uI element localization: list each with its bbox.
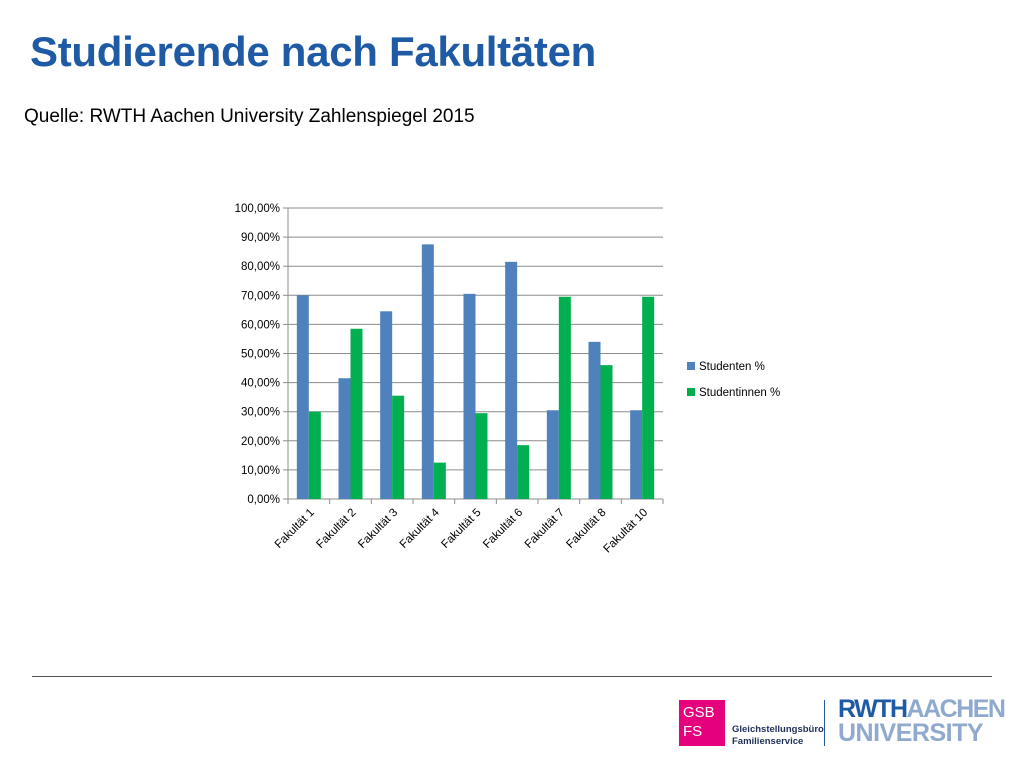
x-tick-label: Fakultät 4 [398, 506, 443, 551]
bar-studenten [380, 311, 393, 499]
source-note: Quelle: RWTH Aachen University Zahlenspi… [24, 106, 475, 127]
x-tick-label: Fakultät 5 [439, 507, 483, 551]
gsb-name-line2: Familienservice [732, 736, 804, 747]
gsb-logo-line2: FS [683, 723, 703, 740]
bar-studenten [505, 261, 518, 499]
gsb-logo-line1: GSB [683, 704, 715, 721]
x-tick-label: Fakultät 2 [314, 507, 358, 551]
bar-studenten [630, 410, 643, 499]
x-tick-label: Fakultät 10 [602, 507, 651, 556]
logo-divider [824, 700, 825, 746]
x-tick-label: Fakultät 8 [564, 507, 608, 551]
bar-studentinnen [433, 462, 446, 499]
y-tick-label: 60,00% [241, 319, 280, 331]
x-tick-label: Fakultät 3 [356, 507, 400, 551]
x-tick-label: Fakultät 1 [273, 507, 317, 551]
gsb-logo: GSB FS [679, 700, 725, 746]
x-tick-label: Fakultät 6 [481, 507, 525, 551]
y-tick-label: 50,00% [241, 349, 280, 361]
legend-label: Studentinnen % [699, 387, 780, 399]
y-tick-label: 80,00% [241, 261, 280, 273]
legend-label: Studenten % [699, 361, 765, 373]
bar-studenten [338, 378, 351, 499]
y-tick-label: 70,00% [241, 290, 280, 302]
y-tick-label: 90,00% [241, 232, 280, 244]
bar-studentinnen [600, 365, 613, 499]
rwth-logo-light: AACHEN [906, 695, 1006, 723]
bar-studenten [546, 410, 559, 499]
y-tick-label: 40,00% [241, 378, 280, 390]
legend-swatch [687, 362, 695, 370]
rwth-logo: RWTHAACHEN UNIVERSITY [838, 695, 1014, 747]
y-tick-label: 100,00% [235, 203, 280, 215]
y-tick-label: 20,00% [241, 436, 280, 448]
rwth-logo-bold: RWTH [838, 695, 908, 723]
bar-studentinnen [392, 395, 405, 499]
bar-studentinnen [642, 296, 655, 499]
bar-studenten [588, 341, 601, 499]
bar-studentinnen [350, 328, 363, 499]
bar-studentinnen [517, 445, 530, 499]
gsb-name: Gleichstellungsbüro Familienservice [732, 724, 824, 748]
legend-swatch [687, 388, 695, 396]
gsb-name-line1: Gleichstellungsbüro [732, 724, 824, 735]
y-tick-label: 10,00% [241, 465, 280, 477]
bar-studenten [296, 295, 309, 499]
x-tick-label: Fakultät 7 [523, 507, 567, 551]
bar-studenten [463, 293, 476, 499]
bar-studenten [421, 244, 434, 499]
bar-studentinnen [308, 411, 321, 499]
y-tick-label: 0,00% [247, 494, 280, 506]
bar-studentinnen [475, 413, 488, 499]
bar-studentinnen [558, 296, 571, 499]
footer-divider [32, 676, 992, 677]
y-tick-label: 30,00% [241, 407, 280, 419]
bar-chart: 0,00% 10,00% 20,00% 30,00% 40,00% 50,00% 60,00… [235, 203, 781, 556]
slide-title: Studierende nach Fakultäten [30, 28, 597, 75]
rwth-logo-line2: UNIVERSITY [838, 719, 984, 747]
